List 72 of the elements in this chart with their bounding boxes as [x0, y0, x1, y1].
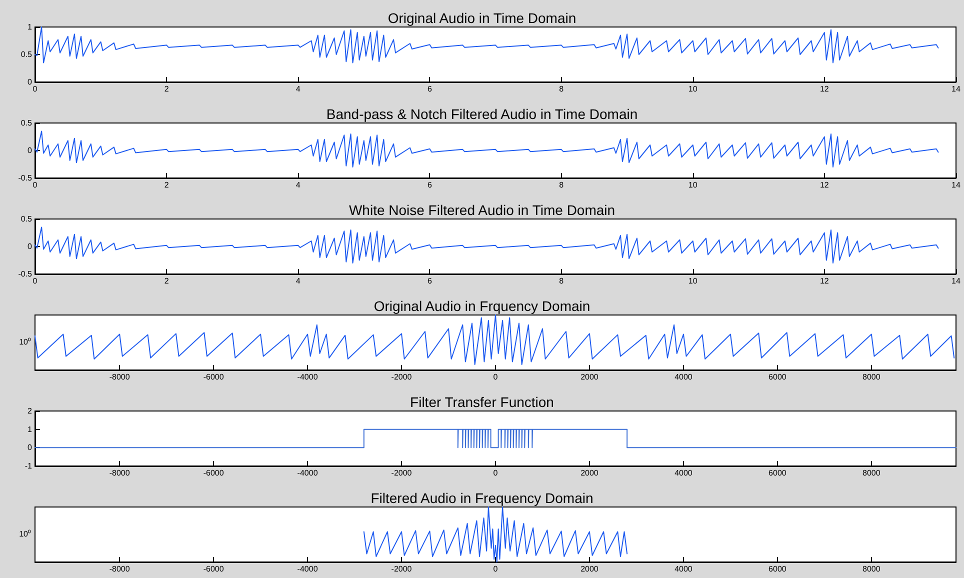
text: 10⁰	[19, 338, 32, 347]
x-tick-label: 0	[493, 468, 498, 478]
chart-title: Original Audio in Time Domain	[388, 10, 576, 26]
x-tick-label: 12	[820, 84, 830, 94]
x-tick-label: 8	[559, 276, 564, 286]
x-tick-label: 10	[688, 180, 698, 190]
x-tick-label: 4	[296, 276, 301, 286]
y-tick-label: -0.5	[18, 174, 33, 182]
x-tick-label: 2000	[580, 468, 599, 478]
x-tick-label: 10	[688, 276, 698, 286]
line-series	[34, 226, 939, 264]
x-tick-label: -8000	[109, 372, 130, 382]
x-tick-label: 2	[164, 276, 170, 286]
x-tick-label: -6000	[203, 564, 224, 574]
x-tick-label: -6000	[203, 372, 224, 382]
x-tick-label: 4000	[674, 564, 693, 574]
y-tick-label: 1	[28, 22, 33, 32]
y-tick-label: -1	[24, 462, 33, 470]
y-tick-label: 0.5	[20, 50, 33, 59]
x-tick-label: 4000	[674, 468, 693, 478]
x-tick-label: 4	[296, 84, 301, 94]
x-tick-label: 6000	[768, 564, 787, 574]
x-tick-label: -2000	[391, 468, 412, 478]
x-tick-label: 0	[493, 372, 498, 382]
chart-title: Filter Transfer Function	[410, 394, 554, 410]
line-series	[34, 26, 939, 64]
x-tick-label: 8	[559, 180, 564, 190]
y-tick-label: 0	[28, 146, 33, 155]
x-tick-label: 12	[820, 276, 830, 286]
x-tick-label: 2	[164, 180, 170, 190]
x-tick-label: 4	[296, 180, 301, 190]
x-tick-label: 2000	[580, 564, 599, 574]
x-tick-label: 8	[559, 84, 564, 94]
x-tick-label: 6000	[768, 468, 787, 478]
x-tick-label: 12	[820, 180, 830, 190]
y-tick-label: -0.5	[18, 270, 33, 278]
x-tick-label: 4000	[674, 372, 693, 382]
x-tick-label: 10	[688, 84, 698, 94]
x-tick-label: 6	[427, 276, 432, 286]
y-tick-label: 0	[28, 443, 33, 452]
y-tick-label: 0.5	[20, 118, 33, 128]
x-tick-label: -8000	[109, 564, 130, 574]
x-tick-label: -2000	[391, 372, 412, 382]
x-tick-label: -4000	[297, 468, 318, 478]
chart-title: White Noise Filtered Audio in Time Domain	[348, 202, 616, 218]
x-tick-label: 0	[493, 564, 498, 574]
chart-title: Original Audio in Frquency Domain	[374, 298, 590, 314]
x-tick-label: -4000	[297, 372, 318, 382]
chart-title: Band-pass & Notch Filtered Audio in Time Domain	[326, 106, 638, 122]
x-tick-label: -4000	[297, 564, 318, 574]
y-tick-label: 0	[28, 242, 33, 251]
x-tick-label: 6000	[768, 372, 787, 382]
x-tick-label: 8000	[862, 564, 881, 574]
x-tick-label: -2000	[391, 564, 412, 574]
text: 10⁰	[19, 530, 32, 539]
x-tick-label: 14	[952, 276, 961, 286]
x-tick-label: 2000	[580, 372, 599, 382]
y-tick-label: 1	[28, 424, 33, 434]
chart-title: Filtered Audio in Frequency Domain	[370, 490, 594, 506]
y-tick-label: 0.5	[20, 214, 33, 224]
line-series	[34, 130, 939, 168]
x-tick-label: -6000	[203, 468, 224, 478]
x-tick-label: 2	[164, 84, 170, 94]
x-tick-label: 14	[952, 180, 961, 190]
x-tick-label: 8000	[862, 372, 881, 382]
x-tick-label: 14	[952, 84, 961, 94]
x-tick-label: 8000	[862, 468, 881, 478]
x-tick-label: -8000	[109, 468, 130, 478]
x-tick-label: 6	[427, 84, 432, 94]
x-tick-label: 6	[427, 180, 432, 190]
y-tick-label: 2	[28, 406, 33, 416]
y-tick-label: 0	[28, 78, 33, 86]
